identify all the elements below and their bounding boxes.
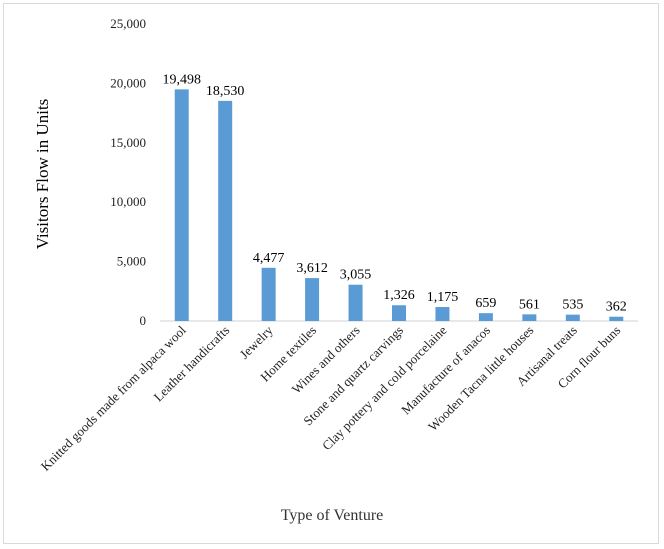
y-tick-label: 10,000 [110, 194, 146, 209]
data-label: 1,326 [383, 288, 415, 303]
bar [261, 267, 276, 321]
bar [609, 316, 624, 321]
data-label: 561 [519, 297, 540, 312]
y-axis-ticks: 0 5,000 10,000 15,000 20,000 25,000 [110, 16, 146, 328]
data-label: 362 [606, 300, 627, 315]
data-label: 1,175 [427, 290, 459, 305]
bar [392, 305, 406, 321]
data-label: 4,477 [253, 251, 285, 266]
data-label: 3,055 [340, 268, 372, 283]
y-tick-label: 20,000 [110, 75, 146, 90]
data-label: 659 [475, 296, 496, 311]
category-labels: Knitted goods made from alpaca woolLeath… [38, 322, 624, 474]
category-label: Leather handicrafts [150, 323, 232, 405]
data-label: 19,498 [162, 72, 201, 87]
bar [348, 284, 363, 321]
bar [305, 278, 320, 321]
data-label: 18,530 [206, 84, 245, 99]
y-tick-label: 5,000 [117, 254, 146, 269]
x-axis-label: Type of Venture [281, 507, 384, 524]
bar [174, 89, 189, 321]
bar [565, 314, 580, 321]
data-label: 535 [562, 298, 583, 313]
bars [174, 89, 624, 321]
data-label: 3,612 [296, 261, 328, 276]
y-tick-label: 15,000 [110, 135, 146, 150]
category-label: Jewelry [237, 322, 277, 362]
bar [435, 307, 450, 321]
bar [218, 100, 233, 321]
value-labels: 19,498 18,530 4,477 3,612 3,055 1,326 1,175 659… [162, 72, 626, 314]
bar [522, 314, 537, 321]
bar [478, 313, 493, 321]
y-tick-label: 25,000 [110, 16, 146, 31]
chart-frame [3, 3, 659, 544]
y-tick-label: 0 [140, 313, 147, 328]
y-axis-label: Visitors Flow in Units [33, 99, 52, 250]
